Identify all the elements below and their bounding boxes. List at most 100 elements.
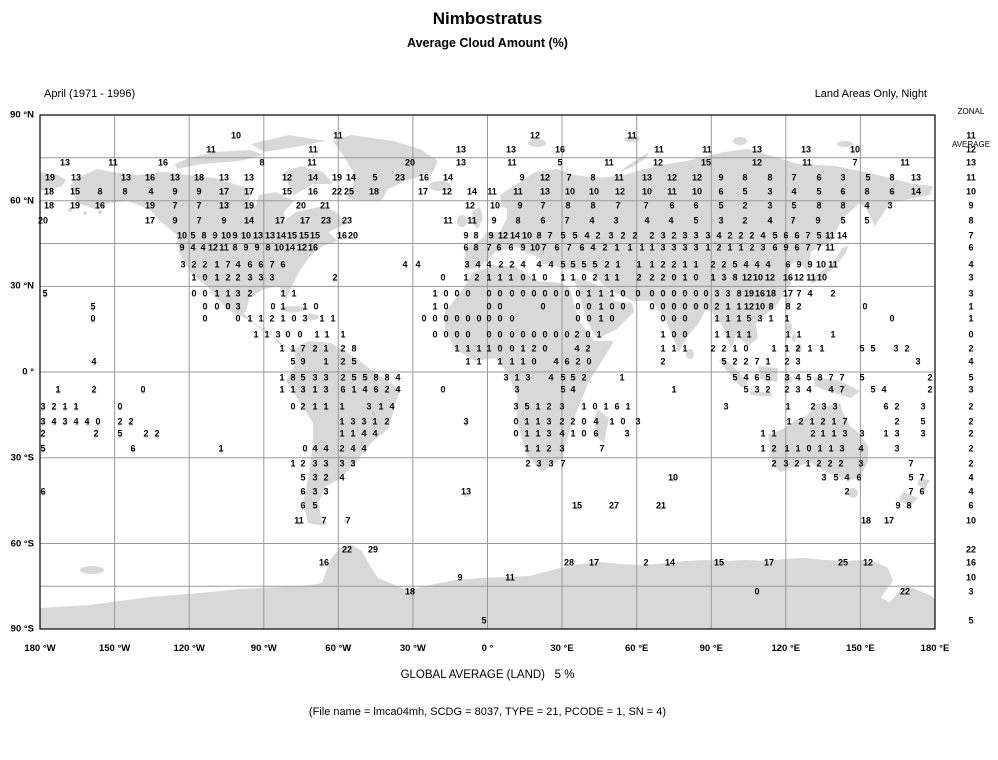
cell-value: 0 [313, 301, 319, 312]
cell-value: 4 [807, 288, 813, 299]
cell-value: 2 [546, 401, 552, 412]
cell-value: 2 [810, 428, 816, 439]
cell-value: 0 [454, 329, 460, 340]
cell-value: 3 [859, 428, 865, 439]
cell-value: 7 [790, 215, 796, 226]
cell-value: 1 [524, 443, 530, 454]
cell-value: 13 [641, 172, 653, 183]
cell-value: 3 [624, 428, 630, 439]
cell-value: 5 [743, 384, 749, 395]
cell-value: 2 [894, 401, 900, 412]
zonal-average-value: 10 [965, 515, 977, 526]
cell-value: 1 [732, 343, 738, 354]
cell-value: 3 [635, 416, 641, 427]
cell-value: 1 [476, 343, 482, 354]
cell-value: 0 [671, 329, 677, 340]
cell-value: 1 [514, 372, 520, 383]
zonal-average-value: 2 [968, 401, 974, 412]
cell-value: 2 [749, 230, 755, 241]
cell-value: 0 [693, 288, 699, 299]
cell-value: 1 [609, 288, 615, 299]
cell-value: 0 [454, 313, 460, 324]
lon-tick-label: 90 °E [699, 643, 723, 654]
cell-value: 1 [883, 428, 889, 439]
cell-value: 2 [620, 230, 626, 241]
cell-value: 1 [319, 313, 325, 324]
cell-value: 8 [201, 230, 207, 241]
cell-value: 6 [579, 242, 585, 253]
cell-value: 5 [718, 200, 724, 211]
cell-value: 5 [190, 230, 196, 241]
cell-value: 14 [442, 172, 454, 183]
cell-value: 0 [682, 313, 688, 324]
cell-value: 3 [915, 356, 921, 367]
cell-value: 10 [641, 186, 653, 197]
cell-value: 6 [280, 259, 286, 270]
cell-value: 1 [339, 401, 345, 412]
landmass-australia [768, 403, 868, 480]
cell-value: 9 [232, 230, 238, 241]
cell-value: 3 [350, 416, 356, 427]
cell-value: 13 [169, 172, 181, 183]
cell-value: 0 [297, 329, 303, 340]
cell-value: 4 [415, 259, 421, 270]
cell-value: 9 [488, 230, 494, 241]
cell-value: 1 [727, 242, 733, 253]
cell-value: 7 [852, 157, 858, 168]
cell-value: 5 [557, 157, 563, 168]
cell-value: 2 [602, 242, 608, 253]
cell-value: 1 [639, 242, 645, 253]
cell-value: 0 [889, 313, 895, 324]
cell-value: 0 [553, 329, 559, 340]
cell-value: 18 [404, 586, 416, 597]
cell-value: 6 [856, 472, 862, 483]
cell-value: 3 [723, 401, 729, 412]
cell-value: 1 [710, 272, 716, 283]
cell-value: 1 [736, 329, 742, 340]
cell-value: 0 [520, 272, 526, 283]
cell-value: 4 [51, 416, 57, 427]
cell-value: 6 [785, 259, 791, 270]
cell-value: 1 [796, 329, 802, 340]
cell-value: 9 [172, 215, 178, 226]
cell-value: 8 [259, 157, 265, 168]
landmass-novaya-zemlya [620, 152, 649, 172]
cell-value: 3 [548, 458, 554, 469]
cell-value: 0 [235, 313, 241, 324]
cell-value: 3 [795, 356, 801, 367]
cell-value: 0 [302, 443, 308, 454]
cell-value: 1 [73, 401, 79, 412]
cell-value: 1 [725, 329, 731, 340]
cell-value: 1 [771, 343, 777, 354]
cell-value: 16 [307, 186, 319, 197]
cell-value: 3 [235, 301, 241, 312]
cell-value: 2 [794, 458, 800, 469]
cell-value: 2 [575, 356, 581, 367]
cell-value: 0 [575, 301, 581, 312]
cell-value: 3 [275, 329, 281, 340]
cell-value: 1 [290, 343, 296, 354]
cell-value: 0 [513, 428, 519, 439]
landmass-taiwan [785, 298, 791, 306]
cell-value: 1 [350, 428, 356, 439]
cell-value: 2 [671, 259, 677, 270]
global-average-label: GLOBAL AVERAGE (LAND) 5 % [400, 669, 575, 681]
cell-value: 0 [703, 288, 709, 299]
zonal-average-value: 11 [966, 172, 976, 183]
cell-value: 3 [671, 242, 677, 253]
cell-value: 1 [323, 343, 329, 354]
cell-value: 12 [614, 186, 626, 197]
cell-value: 5 [592, 259, 598, 270]
cell-value: 12 [296, 242, 308, 253]
area-label: Land Areas Only, Night [814, 88, 927, 100]
cell-value: 4 [312, 443, 318, 454]
cell-value: 4 [190, 242, 196, 253]
cell-value: 3 [754, 384, 760, 395]
cell-value: 5 [560, 384, 566, 395]
cell-value: 1 [809, 416, 815, 427]
lat-tick-label: 60 °S [10, 538, 34, 549]
cell-value: 0 [671, 288, 677, 299]
cell-value: 2 [671, 230, 677, 241]
cell-value: 2 [798, 416, 804, 427]
